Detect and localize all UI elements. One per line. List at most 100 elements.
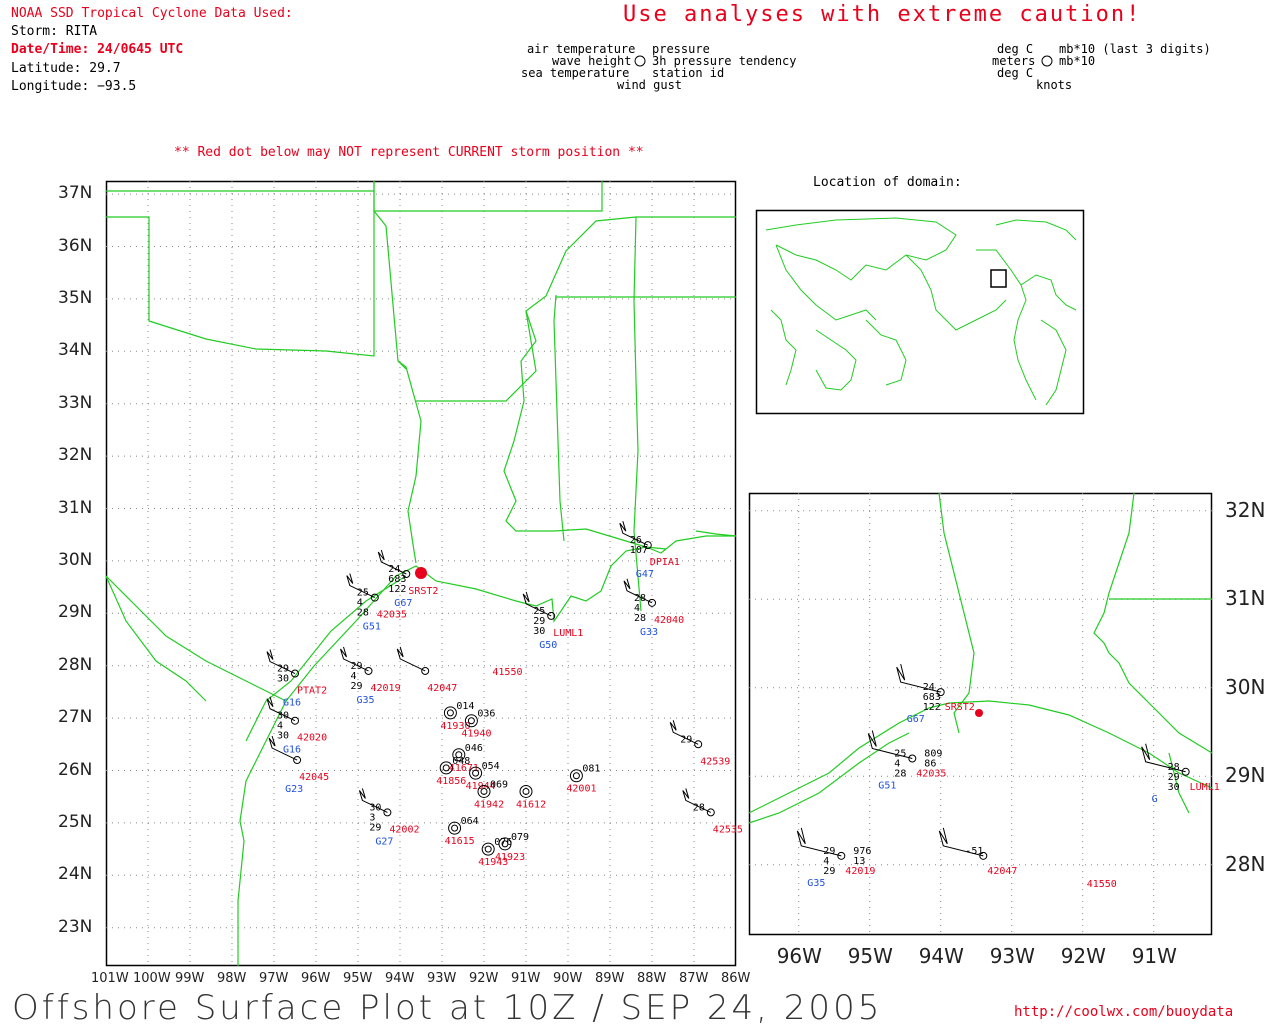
buoy-circle-icon (484, 845, 492, 853)
station-circle-icon (706, 808, 715, 817)
wind-barb-icon (669, 720, 699, 745)
main-map-frame (105, 180, 737, 967)
legend-deg-c-2: deg C (997, 66, 1034, 80)
zoom-wind-barb-icon (1141, 743, 1186, 773)
buoy-marker: 036 41940 (461, 709, 495, 740)
zoom-station-circle-icon (837, 851, 846, 860)
zoom-station-id-label: 42019 (845, 866, 875, 877)
zoom-station-id-label: LUML1 (1190, 782, 1220, 793)
buoy-circle-icon (569, 769, 583, 783)
station-circle-icon (694, 740, 703, 749)
zoom-station-value: 809 (924, 749, 942, 760)
wind-barb-icon (682, 788, 712, 813)
station-id-label: 42539 (700, 756, 730, 767)
zoom-coastline (748, 492, 1213, 824)
zoom-lon-tick-label: 95W (847, 944, 893, 968)
station-circle-icon (643, 541, 652, 550)
wind-barb-icon (377, 549, 407, 575)
main-lon-tick-label: 100W (133, 971, 171, 986)
zoom-station-value: 29 (823, 866, 835, 877)
legend-station-id: station id (652, 66, 725, 80)
station-value: 107 (630, 545, 648, 556)
station-gust-label: G47 (636, 569, 654, 580)
station-id-label: 42020 (297, 733, 327, 744)
buoy-circle-icon (446, 709, 454, 717)
buoy-id-label: 41923 (495, 852, 525, 863)
buoy-circle-icon (451, 824, 459, 832)
zoom-wind-barb-icon (938, 827, 984, 857)
buoy-circle-icon (467, 717, 475, 725)
legend-sea-temp: sea temperature (521, 66, 630, 80)
main-lat-tick-label: 23N (58, 916, 93, 937)
zoom-station-id-label: 42047 (987, 866, 1017, 877)
main-lon-tick-label: 94W (385, 971, 415, 986)
station-gust-label: G67 (394, 598, 412, 609)
zoom-station-value: 28 (1168, 762, 1180, 773)
main-lon-tick-label: 90W (553, 971, 583, 986)
buoy-circle-icon (464, 714, 478, 728)
station-id-label: PTAT2 (297, 686, 327, 697)
zoom-station-value: 13 (853, 856, 865, 867)
buoy-circle-icon (480, 787, 488, 795)
buoy-circle-icon (452, 748, 466, 762)
station-gust-label: G51 (363, 622, 381, 633)
wind-barb-icon (266, 696, 296, 722)
buoy-id-label: 41615 (445, 836, 475, 847)
station-value: 4 (351, 671, 357, 682)
station-value: 30 (277, 711, 289, 722)
buoy-value: 014 (456, 701, 474, 712)
station-value: 29 (351, 661, 363, 672)
zoom-station-value: 24 (923, 682, 935, 693)
zoom-station-value: 86 (924, 759, 936, 770)
station-value: 29 (351, 681, 363, 692)
station-gust-label: G16 (283, 698, 301, 709)
main-lat-tick-label: 36N (58, 235, 93, 256)
legend-deg-c-1: deg C (997, 42, 1034, 56)
main-lat-tick-label: 31N (58, 497, 93, 518)
buoy-marker: 081 42001 (566, 764, 600, 795)
station-marker: 28 42535 (682, 788, 743, 835)
zoom-station-value: 683 (923, 692, 941, 703)
storm-longitude: Longitude: −93.5 (11, 79, 137, 94)
station-gust-label: G33 (640, 627, 658, 638)
zoom-lon-tick-label: 94W (918, 944, 964, 968)
legend-tendency: 3h pressure tendency (652, 54, 797, 68)
station-circle-icon (648, 598, 656, 607)
source-line: NOAA SSD Tropical Cyclone Data Used: (11, 6, 293, 21)
station-circle-icon (364, 666, 373, 675)
buoy-value: 046 (465, 743, 483, 754)
main-lon-tick-label: 92W (469, 971, 499, 986)
buoy-id-label: 42001 (566, 784, 596, 795)
main-lon-tick-label: 95W (343, 971, 373, 986)
main-lat-tick-label: 28N (58, 654, 93, 675)
main-map-coastline (105, 181, 737, 966)
source-url[interactable]: http://coolwx.com/buoydata (1014, 1004, 1234, 1020)
legend-knots: knots (1036, 78, 1073, 92)
zoom-station-value: 4 (894, 759, 900, 770)
zoom-wind-barb-icon (796, 827, 842, 857)
station-value: 25 (357, 588, 369, 599)
main-lat-tick-label: 26N (58, 759, 93, 780)
zoom-station-circle-icon (908, 754, 917, 763)
main-lon-tick-label: 99W (175, 971, 205, 986)
buoy-marker: 41612 (516, 784, 546, 810)
station-value: 28 (634, 593, 646, 604)
legend-station-circle-icon-2 (1041, 55, 1053, 67)
zoom-station-value: -51 (965, 846, 983, 857)
main-lon-tick-label: 93W (427, 971, 457, 986)
zoom-station-value: 30 (1168, 782, 1180, 793)
main-lat-tick-label: 35N (58, 287, 93, 308)
station-value: 28 (634, 613, 646, 624)
zoom-station-value: 25 (894, 749, 906, 760)
zoom-station-circle-icon (1181, 767, 1190, 776)
wind-barb-icon (340, 646, 369, 672)
zoom-wind-barb-icon (896, 664, 941, 693)
main-lon-tick-label: 87W (679, 971, 709, 986)
station-value: 30 (277, 674, 289, 685)
